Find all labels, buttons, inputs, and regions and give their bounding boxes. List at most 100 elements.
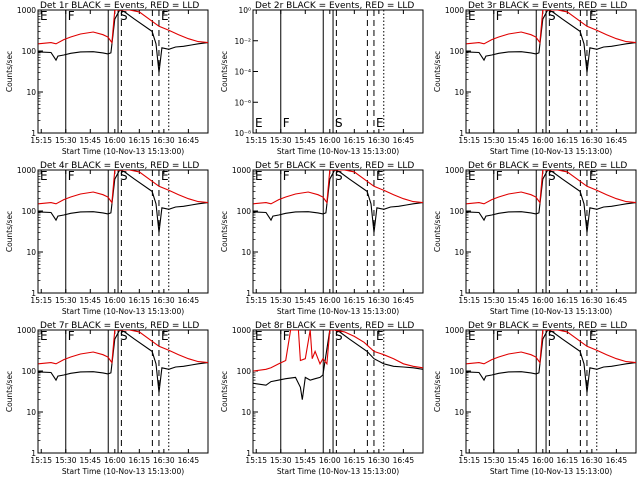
marker-letter: E: [40, 169, 48, 183]
x-tick-label: 15:45: [294, 136, 316, 145]
series-lld-line: [253, 170, 423, 205]
y-axis-label: Counts/sec: [220, 51, 229, 92]
marker-letter: F: [68, 169, 75, 183]
x-tick-label: 16:45: [606, 296, 628, 305]
marker-letter: S: [120, 9, 128, 23]
plot-frame: [37, 169, 209, 294]
marker-letter: E: [161, 329, 169, 343]
y-tick-label: 1: [246, 449, 251, 458]
x-tick-label: 16:45: [606, 456, 628, 465]
x-axis-label: Start Time (10-Nov-13 15:13:00): [277, 307, 399, 316]
x-tick-label: 15:45: [294, 296, 316, 305]
x-tick-label: 15:30: [55, 456, 77, 465]
marker-letter: E: [468, 169, 476, 183]
x-tick-label: 15:15: [30, 136, 52, 145]
x-tick-label: 15:30: [270, 136, 292, 145]
x-tick-label: 16:30: [581, 456, 603, 465]
plot-frame: [37, 329, 209, 454]
y-tick-label: 1000: [445, 6, 464, 15]
y-tick-label: 10: [454, 248, 464, 257]
y-tick-label: 1000: [232, 166, 251, 175]
panel-title: Det 4r BLACK = Events, RED = LLD: [40, 161, 199, 171]
marker-letter: S: [335, 169, 343, 183]
marker-letter: E: [40, 9, 48, 23]
x-tick-label: 15:15: [458, 136, 480, 145]
x-tick-label: 16:15: [129, 456, 151, 465]
x-tick-label: 15:45: [79, 296, 101, 305]
plot-frame: [465, 329, 637, 454]
y-tick-label: 100: [237, 207, 252, 216]
x-tick-label: 16:00: [104, 456, 126, 465]
x-tick-label: 15:30: [483, 136, 505, 145]
x-tick-label: 15:30: [270, 456, 292, 465]
x-tick-label: 16:30: [581, 296, 603, 305]
y-tick-label: 10⁻²: [234, 37, 251, 46]
marker-letter: E: [255, 116, 263, 130]
y-tick-label: 10: [26, 248, 36, 257]
panel-title: Det 7r BLACK = Events, RED = LLD: [40, 321, 199, 331]
y-axis-label: Counts/sec: [220, 211, 229, 252]
x-tick-label: 16:15: [129, 296, 151, 305]
x-axis-label: Start Time (10-Nov-13 15:13:00): [277, 467, 399, 476]
marker-letter: E: [376, 116, 384, 130]
series-events-line: [38, 170, 208, 233]
y-tick-label: 100: [450, 367, 465, 376]
x-tick-label: 15:45: [294, 456, 316, 465]
y-tick-label: 10: [454, 408, 464, 417]
marker-letter: E: [589, 169, 597, 183]
y-tick-label: 1: [31, 289, 36, 298]
y-tick-label: 10: [26, 88, 36, 97]
x-tick-label: 16:15: [557, 456, 579, 465]
y-tick-label: 1000: [445, 326, 464, 335]
y-tick-label: 10⁻⁸: [234, 129, 251, 138]
y-tick-label: 100: [22, 47, 37, 56]
x-tick-label: 16:00: [319, 456, 341, 465]
marker-letter: F: [496, 329, 503, 343]
y-tick-label: 10: [26, 408, 36, 417]
x-tick-label: 15:45: [79, 456, 101, 465]
plot-frame: [37, 9, 209, 134]
x-tick-label: 16:45: [393, 136, 415, 145]
x-tick-label: 16:00: [532, 456, 554, 465]
x-tick-label: 15:30: [483, 296, 505, 305]
y-tick-label: 100: [22, 367, 37, 376]
marker-letter: E: [589, 9, 597, 23]
x-tick-label: 16:30: [368, 296, 390, 305]
x-axis-label: Start Time (10-Nov-13 15:13:00): [277, 147, 399, 156]
x-tick-label: 16:30: [153, 136, 175, 145]
x-tick-label: 15:15: [458, 296, 480, 305]
series-lld-line: [38, 330, 208, 365]
marker-letter: S: [120, 329, 128, 343]
x-tick-label: 16:00: [104, 136, 126, 145]
y-tick-label: 1000: [17, 326, 36, 335]
series-events-line: [253, 330, 423, 400]
series-lld-line: [466, 170, 636, 205]
marker-letter: F: [283, 116, 290, 130]
marker-letter: F: [496, 169, 503, 183]
panel-title: Det 8r BLACK = Events, RED = LLD: [255, 321, 414, 331]
plot-frame: [252, 329, 424, 454]
x-tick-label: 15:45: [507, 296, 529, 305]
marker-letter: E: [589, 329, 597, 343]
x-tick-label: 16:30: [368, 456, 390, 465]
x-axis-label: Start Time (10-Nov-13 15:13:00): [490, 307, 612, 316]
y-tick-label: 1000: [17, 6, 36, 15]
x-tick-label: 15:15: [245, 136, 267, 145]
y-tick-label: 100: [22, 207, 37, 216]
x-tick-label: 16:00: [104, 296, 126, 305]
y-axis-label: Counts/sec: [220, 371, 229, 412]
x-axis-label: Start Time (10-Nov-13 15:13:00): [62, 307, 184, 316]
x-axis-label: Start Time (10-Nov-13 15:13:00): [62, 147, 184, 156]
y-tick-label: 10: [241, 248, 251, 257]
marker-letter: F: [68, 9, 75, 23]
y-tick-label: 10⁻⁴: [234, 68, 251, 77]
series-lld-line: [253, 330, 423, 372]
x-tick-label: 16:45: [393, 456, 415, 465]
y-axis-label: Counts/sec: [5, 211, 14, 252]
series-lld-line: [38, 170, 208, 205]
x-tick-label: 16:00: [532, 296, 554, 305]
y-axis-label: Counts/sec: [5, 371, 14, 412]
x-tick-label: 16:45: [178, 456, 200, 465]
